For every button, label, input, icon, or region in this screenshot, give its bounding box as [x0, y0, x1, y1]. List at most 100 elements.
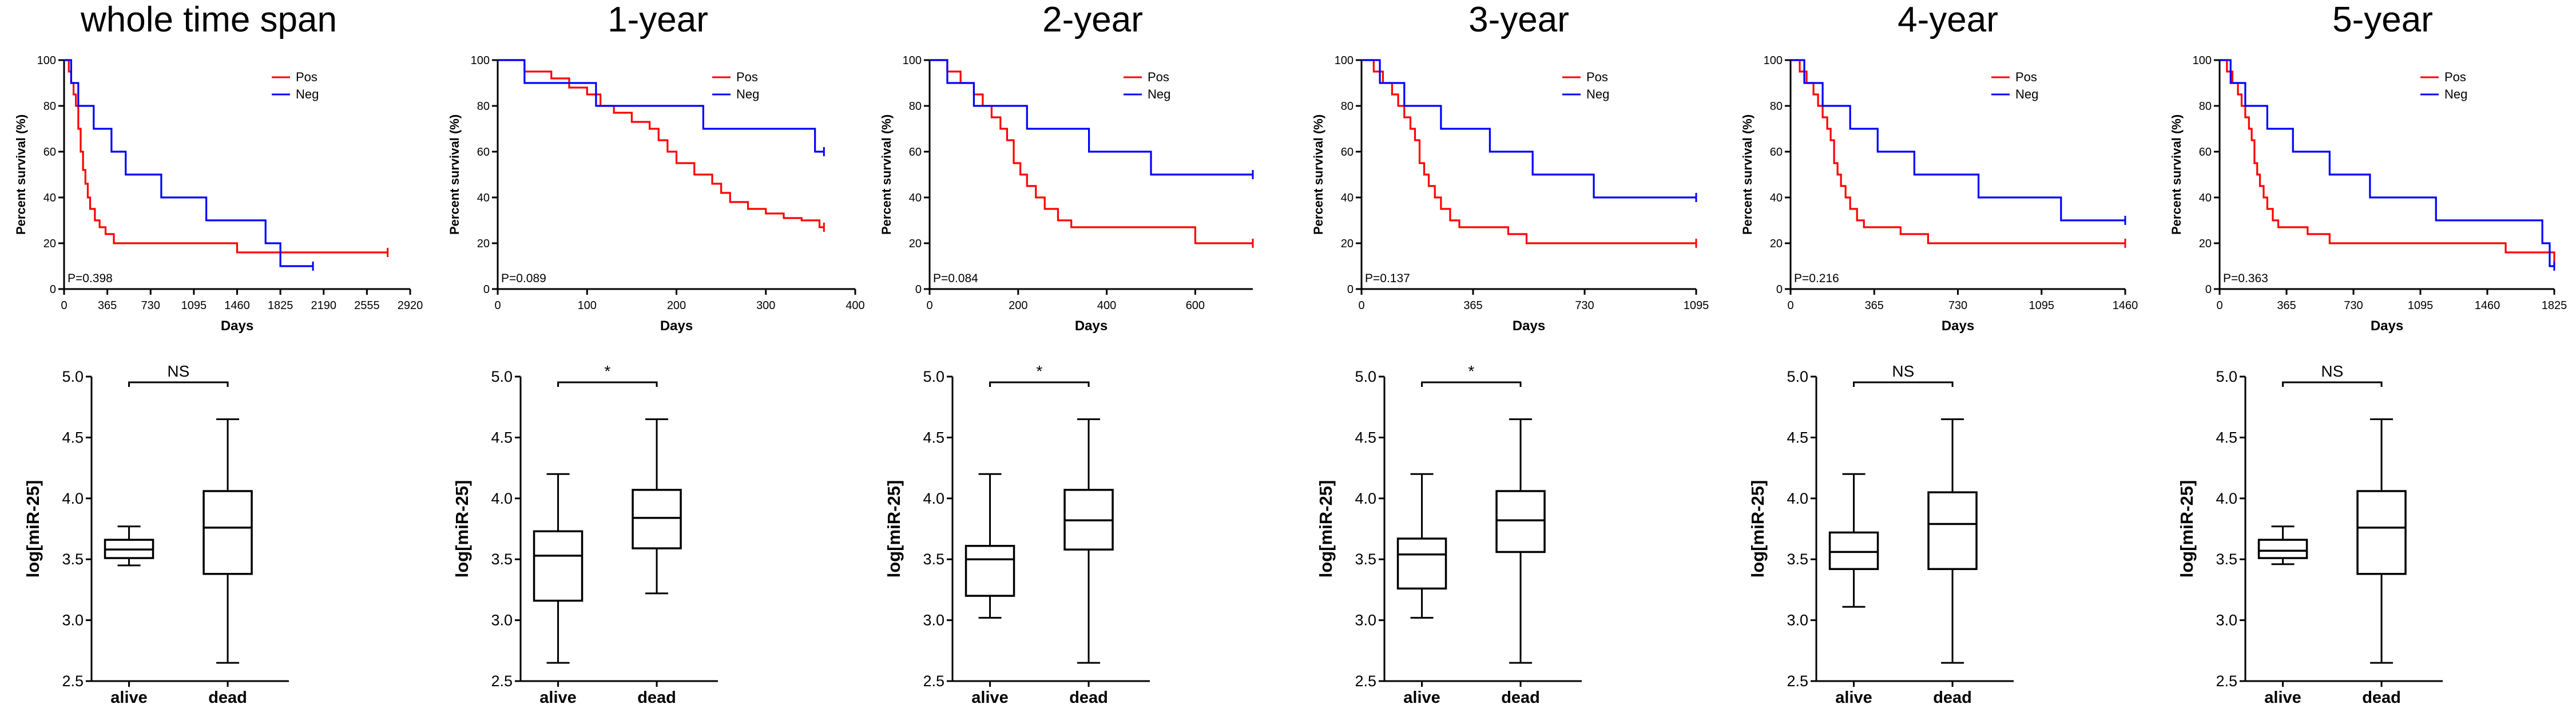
y-axis-label: Percent survival (%)	[447, 114, 462, 235]
y-axis-label: log[miR-25]	[884, 480, 904, 578]
x-tick-label: 365	[98, 299, 117, 312]
category-label-alive: alive	[539, 689, 577, 707]
box-panel: 2.5 3.0 3.5 4.0 4.5 5.0 log[miR-25] alive dead NS	[23, 362, 289, 707]
y-axis-label: log[miR-25]	[452, 480, 472, 578]
box-iqr	[632, 489, 682, 549]
legend-label: Neg	[736, 87, 759, 101]
y-axis-label: Percent survival (%)	[1311, 114, 1325, 235]
category-label-dead: dead	[2362, 689, 2401, 707]
category-label-dead: dead	[1501, 689, 1540, 707]
survival-curve-neg	[2220, 59, 2554, 267]
y-tick-label: 3.0	[2216, 612, 2237, 629]
y-tick-label: 4.5	[1355, 429, 1376, 446]
survival-curve-neg	[498, 59, 824, 153]
y-tick-label: 3.0	[1355, 612, 1376, 629]
survival-curve-neg	[1791, 59, 2125, 221]
box-iqr	[964, 545, 1015, 597]
x-tick-label: 365	[1463, 299, 1482, 312]
x-tick-label: 0	[1787, 299, 1793, 312]
y-tick-label: 2.5	[62, 673, 84, 690]
x-tick-label: 1095	[181, 299, 207, 312]
box-alive	[533, 473, 584, 664]
x-tick-label: 2190	[311, 299, 337, 312]
y-tick-label: 4.0	[923, 490, 944, 507]
y-tick-label: 100	[471, 54, 490, 67]
survival-curve-pos	[2220, 59, 2555, 266]
p-value-annotation: P=0.137	[1365, 272, 1410, 285]
y-axis-label: Percent survival (%)	[2169, 114, 2184, 235]
y-axis-label: Percent survival (%)	[1740, 114, 1755, 235]
x-tick-label: 2920	[398, 299, 423, 312]
y-tick-label: 60	[1341, 146, 1354, 159]
box-alive	[1828, 473, 1879, 608]
box-iqr	[1828, 531, 1879, 570]
x-tick-label: 730	[1948, 299, 1967, 312]
y-axis-label: log[miR-25]	[1316, 480, 1336, 578]
box-iqr	[533, 530, 584, 602]
x-tick-label: 200	[667, 299, 686, 312]
box-dead	[1063, 418, 1114, 664]
significance-bracket	[989, 381, 1090, 387]
p-value-annotation: P=0.363	[2223, 272, 2268, 285]
y-tick-label: 4.0	[1787, 490, 1808, 507]
km-panel: whole time span 0 20 40 60 80 100 0 365 730 1095 14…	[14, 0, 423, 334]
legend-label: Pos	[2015, 70, 2037, 84]
y-tick-label: 80	[1770, 100, 1783, 113]
x-tick-label: 730	[2344, 299, 2363, 312]
x-axis-label: Days	[1075, 318, 1108, 334]
box-alive	[2257, 525, 2308, 565]
x-axis-label: Days	[1942, 318, 1974, 334]
box-panel: 2.5 3.0 3.5 4.0 4.5 5.0 log[miR-25] alive dead NS	[2177, 362, 2443, 707]
y-tick-label: 3.5	[1355, 551, 1376, 568]
y-tick-label: 3.5	[62, 551, 84, 568]
y-tick-label: 60	[909, 146, 922, 159]
survival-curve-neg	[1362, 59, 1696, 199]
box-dead	[632, 418, 682, 595]
y-tick-label: 5.0	[2216, 368, 2237, 385]
legend-label: Pos	[1148, 70, 1169, 84]
x-tick-label: 1825	[2542, 299, 2567, 312]
survival-curve-pos	[498, 59, 824, 228]
y-tick-label: 60	[2199, 146, 2212, 159]
km-panel: 5-year 0 20 40 60 80 100 0 365 730 1095 1460 1825 Day…	[2169, 0, 2567, 334]
km-panel: 4-year 0 20 40 60 80 100 0 365 730 1095 1460 Days Per…	[1740, 0, 2138, 334]
p-value-annotation: P=0.398	[68, 272, 113, 285]
y-tick-label: 3.0	[62, 612, 84, 629]
significance-label: *	[604, 362, 610, 380]
x-tick-label: 600	[1186, 299, 1205, 312]
x-tick-label: 1825	[268, 299, 293, 312]
y-tick-label: 80	[2199, 100, 2212, 113]
significance-bracket	[1421, 381, 1522, 387]
y-axis-label: Percent survival (%)	[879, 114, 894, 235]
box-alive	[104, 525, 154, 567]
box-iqr	[2257, 539, 2308, 559]
category-label-alive: alive	[1403, 689, 1440, 707]
category-label-alive: alive	[110, 689, 148, 707]
y-tick-label: 100	[1335, 54, 1354, 67]
km-panel: 1-year 0 20 40 60 80 100 0 100 200 300 400 Days Perce…	[447, 0, 865, 334]
legend-label: Neg	[1586, 87, 1609, 101]
x-tick-label: 400	[846, 299, 864, 312]
y-tick-label: 0	[915, 283, 922, 296]
box-dead	[2356, 418, 2407, 664]
y-tick-label: 4.5	[491, 429, 513, 446]
y-tick-label: 0	[483, 283, 490, 296]
category-label-dead: dead	[1069, 689, 1108, 707]
category-label-dead: dead	[1933, 689, 1972, 707]
y-tick-label: 20	[43, 238, 56, 250]
y-tick-label: 40	[43, 192, 56, 204]
legend-label: Pos	[296, 70, 317, 84]
box-alive	[1396, 473, 1447, 619]
x-tick-label: 0	[1358, 299, 1364, 312]
x-tick-label: 0	[926, 299, 932, 312]
x-tick-label: 1095	[1684, 299, 1709, 312]
y-tick-label: 0	[2205, 283, 2212, 296]
km-panel: 3-year 0 20 40 60 80 100 0 365 730 1095 Days Percent…	[1311, 0, 1709, 334]
y-tick-label: 100	[2193, 54, 2212, 67]
x-tick-label: 1095	[2029, 299, 2055, 312]
y-tick-label: 80	[1341, 100, 1354, 113]
y-tick-label: 20	[477, 238, 490, 250]
y-tick-label: 4.0	[62, 490, 84, 507]
category-label-alive: alive	[2264, 689, 2301, 707]
category-label-alive: alive	[971, 689, 1009, 707]
